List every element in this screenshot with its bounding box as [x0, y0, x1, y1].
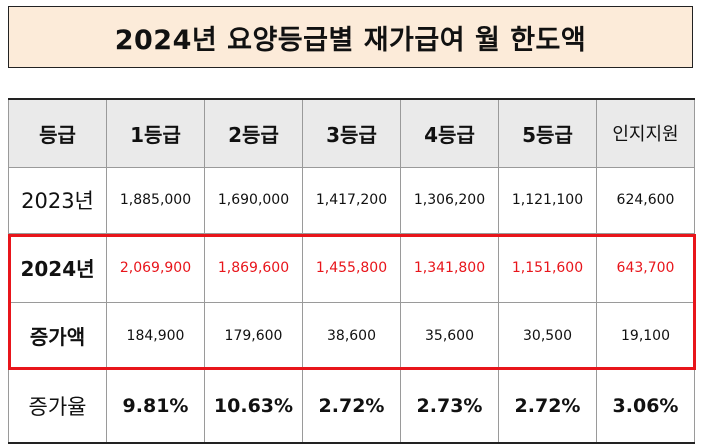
- title-banner: 2024년 요양등급별 재가급여 월 한도액: [8, 6, 693, 68]
- table-row: 2024년 2,069,900 1,869,600 1,455,800 1,34…: [8, 232, 695, 303]
- header-cell: 4등급: [400, 98, 499, 168]
- table-cell: 1,341,800: [400, 232, 499, 303]
- row-label: 증가율: [8, 368, 107, 444]
- header-cell: 2등급: [204, 98, 303, 168]
- table-cell: 1,869,600: [204, 232, 303, 303]
- table-cell: 1,690,000: [204, 166, 303, 234]
- header-cell: 5등급: [498, 98, 597, 168]
- table-cell: 2.72%: [302, 368, 401, 444]
- table-cell: 9.81%: [106, 368, 205, 444]
- table-cell: 1,455,800: [302, 232, 401, 303]
- limit-table: 등급 1등급 2등급 3등급 4등급 5등급 인지지원 2023년 1,885,…: [8, 98, 695, 444]
- table-cell: 1,417,200: [302, 166, 401, 234]
- header-cell: 등급: [8, 98, 107, 168]
- table-cell: 19,100: [596, 301, 695, 370]
- row-label: 2024년: [8, 232, 107, 303]
- table-cell: 30,500: [498, 301, 597, 370]
- table-row: 2023년 1,885,000 1,690,000 1,417,200 1,30…: [8, 166, 695, 234]
- table-cell: 184,900: [106, 301, 205, 370]
- row-label: 증가액: [8, 301, 107, 370]
- table-cell: 10.63%: [204, 368, 303, 444]
- table-cell: 2,069,900: [106, 232, 205, 303]
- table-cell: 1,885,000: [106, 166, 205, 234]
- table-row: 증가율 9.81% 10.63% 2.72% 2.73% 2.72% 3.06%: [8, 368, 695, 444]
- table-cell: 179,600: [204, 301, 303, 370]
- table-cell: 35,600: [400, 301, 499, 370]
- header-cell: 1등급: [106, 98, 205, 168]
- table-cell: 2.72%: [498, 368, 597, 444]
- table-cell: 38,600: [302, 301, 401, 370]
- header-row: 등급 1등급 2등급 3등급 4등급 5등급 인지지원: [8, 98, 695, 168]
- table-cell: 624,600: [596, 166, 695, 234]
- table-cell: 2.73%: [400, 368, 499, 444]
- header-cell: 인지지원: [596, 98, 695, 168]
- table-cell: 1,121,100: [498, 166, 597, 234]
- table-cell: 1,151,600: [498, 232, 597, 303]
- table-cell: 1,306,200: [400, 166, 499, 234]
- row-label: 2023년: [8, 166, 107, 234]
- page-title: 2024년 요양등급별 재가급여 월 한도액: [114, 24, 587, 56]
- table-cell: 3.06%: [596, 368, 695, 444]
- table-row: 증가액 184,900 179,600 38,600 35,600 30,500…: [8, 301, 695, 370]
- header-cell: 3등급: [302, 98, 401, 168]
- table-cell: 643,700: [596, 232, 695, 303]
